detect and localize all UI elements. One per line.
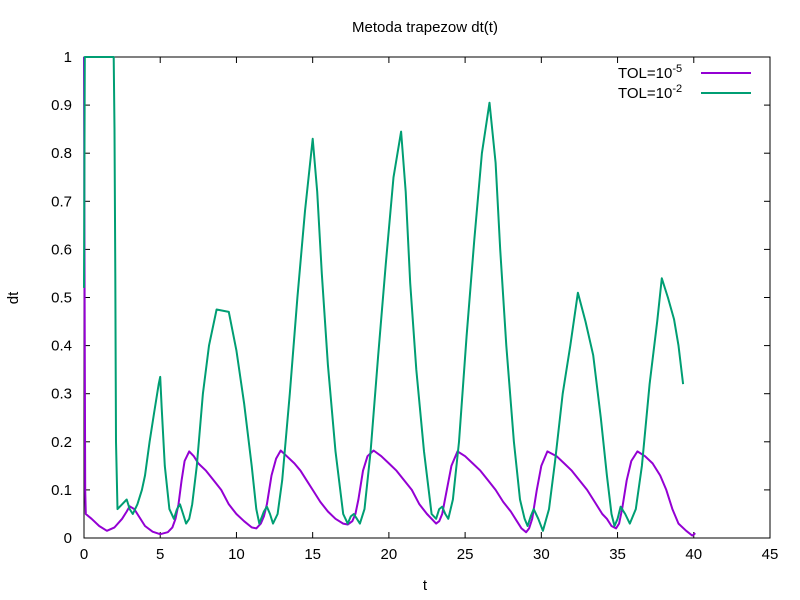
x-tick-label: 15 [304, 546, 321, 563]
y-tick-label: 0.8 [51, 145, 72, 162]
series-line-1 [83, 56, 685, 532]
y-tick-label: 1 [64, 49, 72, 66]
y-axis-ticks: 0 0.1 0.2 0.3 0.4 0.5 0.6 0.7 0.8 0.9 1 [51, 49, 770, 547]
y-tick-label: 0.4 [51, 338, 72, 355]
x-tick-label: 30 [533, 546, 550, 563]
y-tick-label: 0.7 [51, 193, 72, 210]
y-tick-label: 0.1 [51, 482, 72, 499]
y-tick-label: 0 [64, 530, 72, 547]
x-axis-ticks: 0 5 10 15 20 25 30 35 40 45 [80, 57, 779, 563]
x-tick-label: 20 [381, 546, 398, 563]
series-layer [83, 56, 696, 537]
x-tick-label: 45 [762, 546, 779, 563]
y-tick-label: 0.9 [51, 97, 72, 114]
y-tick-label: 0.2 [51, 434, 72, 451]
y-tick-label: 0.5 [51, 290, 72, 307]
x-tick-label: 0 [80, 546, 88, 563]
chart-title: Metoda trapezow dt(t) [352, 19, 498, 36]
y-tick-label: 0.6 [51, 241, 72, 258]
legend-label-0: TOL=10-5 [618, 63, 682, 82]
y-axis-label: dt [5, 291, 22, 304]
legend-label-1: TOL=10-2 [618, 83, 682, 102]
x-tick-label: 25 [457, 546, 474, 563]
x-axis-label: t [423, 577, 428, 594]
x-tick-label: 5 [156, 546, 164, 563]
x-tick-label: 40 [685, 546, 702, 563]
y-tick-label: 0.3 [51, 386, 72, 403]
x-tick-label: 10 [228, 546, 245, 563]
x-tick-label: 35 [609, 546, 626, 563]
series-line-0 [83, 56, 696, 537]
